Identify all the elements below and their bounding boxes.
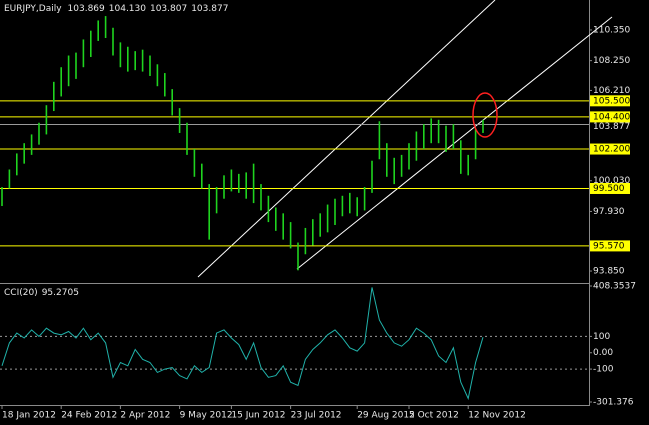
y-tick-label: -301.376 — [593, 398, 634, 408]
price-level-label-box — [590, 240, 630, 252]
x-tick-label: 2 Apr 2012 — [120, 411, 170, 421]
x-tick-label: 9 May 2012 — [180, 411, 233, 421]
quote-close: 103.877 — [191, 4, 228, 14]
y-tick-label: 97.930 — [593, 207, 625, 217]
x-tick-label: 23 Jul 2012 — [291, 411, 342, 421]
price-level-label: 105.500 — [593, 96, 630, 106]
x-tick-label: 12 Nov 2012 — [468, 411, 526, 421]
price-level-label: 99.500 — [593, 184, 625, 194]
y-tick-label: 106.210 — [593, 86, 630, 96]
quote-open: 103.869 — [68, 4, 105, 14]
quote-low: 103.807 — [150, 4, 187, 14]
y-tick-label: 110.350 — [593, 25, 630, 35]
price-panel: 110.350 108.250 106.210 100.030 97.930 93.850… — [0, 16, 630, 277]
y-tick-label: -100 — [593, 365, 614, 375]
price-level-label-box — [590, 143, 630, 155]
y-tick-label: 408.3537 — [593, 282, 636, 292]
y-tick-label: 108.250 — [593, 56, 630, 66]
highlight-ellipse — [472, 92, 498, 138]
price-level-label: 104.400 — [593, 112, 630, 122]
y-tick-label: 93.850 — [593, 267, 625, 277]
trend-line — [296, 16, 613, 270]
price-level-label-box — [590, 111, 630, 123]
indicator-line — [1, 287, 484, 401]
x-tick-label: 5 Oct 2012 — [409, 411, 459, 421]
y-tick-label: 100 — [593, 332, 610, 342]
x-tick-label: 24 Feb 2012 — [61, 411, 117, 421]
indicator-panel: 408.3537 100 0.00 -100 -301.376 — [0, 282, 636, 408]
quote-header: EURJPY,Daily 103.869 104.130 103.807 103.877 — [4, 4, 228, 14]
x-tick-label: 29 Aug 2012 — [357, 411, 415, 421]
quote-high: 104.130 — [109, 4, 146, 14]
price-level-label: 102.200 — [593, 145, 630, 155]
y-tick-label: 100.030 — [593, 176, 630, 186]
price-level-label-box — [590, 95, 630, 107]
x-tick-label: 15 Jun 2012 — [231, 411, 285, 421]
trend-line — [197, 0, 496, 278]
symbol: EURJPY,Daily — [4, 4, 62, 14]
y-tick-label: 0.00 — [593, 348, 613, 358]
indicator-name: CCI(20) — [4, 288, 38, 298]
price-level-label-box — [590, 182, 630, 194]
indicator-value: 95.2705 — [42, 288, 79, 298]
price-level-label: 95.570 — [593, 241, 625, 251]
current-price-label: 103.877 — [593, 122, 630, 132]
indicator-header: CCI(20) 95.2705 — [4, 288, 79, 298]
x-tick-label: 18 Jan 2012 — [2, 411, 56, 421]
